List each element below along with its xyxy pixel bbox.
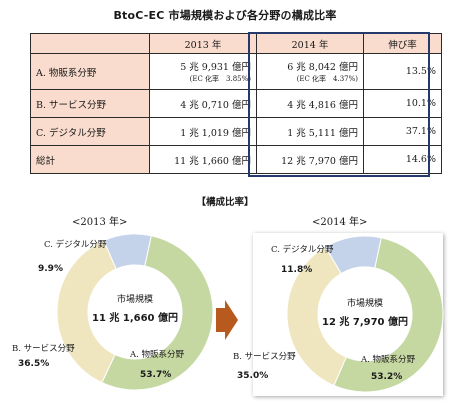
- cell-2014: 4 兆 4,816 億円: [256, 89, 364, 118]
- table-row: A. 物販系分野 5 兆 9,931 億円 (EC 化率 3.85%) 6 兆 8…: [30, 53, 442, 90]
- market-size-table: 2013 年 2014 年 伸び率 A. 物販系分野 5 兆 9,931 億円 (…: [30, 33, 442, 174]
- cell-growth: 37.1%: [363, 117, 442, 146]
- center-value-2013: 11 兆 1,660 億円: [92, 313, 178, 324]
- page-title: BtoC-EC 市場規模および各分野の構成比率: [113, 9, 337, 22]
- label-c-2013: C. デジタル分野: [44, 240, 107, 250]
- cell-growth: 10.1%: [363, 89, 442, 118]
- cell-2013: 11 兆 1,660 億円: [149, 145, 257, 174]
- donut-panel-2013: C. デジタル分野 9.9% B. サービス分野 36.5% A. 物販系分野 …: [0, 230, 215, 405]
- label-c-2014: C. デジタル分野: [271, 245, 334, 255]
- row-label: B. サービス分野: [30, 89, 150, 118]
- section-title: 【構成比率】: [196, 197, 254, 208]
- center-value-2014: 12 兆 7,970 億円: [322, 317, 408, 328]
- cell-2013: 5 兆 9,931 億円 (EC 化率 3.85%): [149, 53, 257, 90]
- label-a-2013: A. 物販系分野: [130, 350, 185, 360]
- header-category: [30, 33, 150, 54]
- slice-a-2014: [333, 237, 444, 393]
- cell-2013: 1 兆 1,019 億円: [149, 117, 257, 146]
- slice-b-2013: [56, 239, 117, 384]
- cell-2014: 6 兆 8,042 億円 (EC 化率 4.37%): [256, 53, 364, 90]
- table-row-total: 総計 11 兆 1,660 億円 12 兆 7,970 億円 14.6%: [30, 145, 442, 174]
- slice-a-2013: [101, 235, 214, 391]
- arrow-right-icon: [216, 300, 238, 340]
- slice-b-2014: [286, 246, 347, 387]
- chart-title-2014: <2014 年>: [312, 217, 368, 228]
- cell-growth: 14.6%: [363, 145, 442, 174]
- center-label-2014: 市場規模 12 兆 7,970 億円: [315, 296, 415, 328]
- cell-2013: 4 兆 0,710 億円: [149, 89, 257, 118]
- value-2013: 5 兆 9,931 億円: [180, 62, 251, 73]
- center-caption-2013: 市場規模: [116, 295, 153, 305]
- pct-a-2014: 53.2%: [371, 372, 403, 382]
- label-b-2013: B. サービス分野: [12, 344, 75, 354]
- slice-c-2013: [103, 233, 152, 270]
- ec-rate-2013: (EC 化率 3.85%): [189, 75, 251, 83]
- pct-c-2013: 9.9%: [38, 264, 63, 274]
- label-b-2014: B. サービス分野: [233, 352, 296, 362]
- header-2014: 2014 年: [256, 33, 364, 54]
- cell-2014: 1 兆 5,111 億円: [256, 117, 364, 146]
- header-2013: 2013 年: [149, 33, 257, 54]
- pct-b-2014: 35.0%: [237, 371, 269, 381]
- chart-title-2013: <2013 年>: [72, 217, 128, 228]
- donut-chart-2013: [56, 233, 214, 391]
- center-label-2013: 市場規模 11 兆 1,660 億円: [85, 292, 185, 324]
- pct-b-2013: 36.5%: [18, 359, 50, 369]
- row-label: A. 物販系分野: [30, 53, 150, 90]
- row-label: 総計: [30, 145, 150, 174]
- label-a-2014: A. 物販系分野: [361, 355, 416, 365]
- cell-growth: 13.5%: [363, 53, 442, 90]
- header-growth: 伸び率: [363, 33, 442, 54]
- value-2014: 6 兆 8,042 億円: [287, 62, 358, 73]
- slice-c-2014: [324, 235, 382, 275]
- table-row: C. デジタル分野 1 兆 1,019 億円 1 兆 5,111 億円 37.1…: [30, 117, 442, 146]
- table-header-row: 2013 年 2014 年 伸び率: [30, 33, 442, 54]
- table-row: B. サービス分野 4 兆 0,710 億円 4 兆 4,816 億円 10.1…: [30, 89, 442, 118]
- cell-2014: 12 兆 7,970 億円: [256, 145, 364, 174]
- row-label: C. デジタル分野: [30, 117, 150, 146]
- donut-chart-2014: [286, 235, 444, 393]
- donut-panel-2014: C. デジタル分野 11.8% B. サービス分野 35.0% A. 物販系分野…: [233, 233, 444, 396]
- pct-c-2014: 11.8%: [281, 265, 313, 275]
- ec-rate-2014: (EC 化率 4.37%): [296, 75, 358, 83]
- pct-a-2013: 53.7%: [140, 370, 172, 380]
- center-caption-2014: 市場規模: [346, 299, 383, 309]
